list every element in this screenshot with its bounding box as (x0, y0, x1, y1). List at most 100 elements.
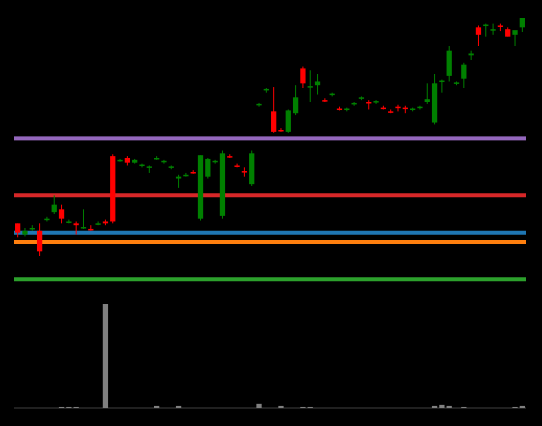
candle (351, 102, 357, 106)
candle-body (22, 230, 28, 235)
candle (278, 128, 284, 132)
candle (102, 219, 109, 226)
candle-body (358, 97, 365, 99)
candle (29, 225, 35, 231)
candle-body (29, 228, 35, 230)
candle-body (461, 64, 467, 79)
candle (153, 156, 160, 160)
candles (15, 18, 525, 256)
candle (395, 104, 401, 112)
candle-body (329, 93, 335, 96)
candle-body (256, 103, 262, 106)
candle (161, 159, 167, 164)
candle-body (497, 25, 504, 27)
candle-body (241, 171, 248, 173)
candle (344, 107, 350, 112)
volume-bar (461, 406, 467, 408)
candle-body (161, 160, 167, 163)
candle (431, 74, 438, 125)
candle (373, 100, 379, 104)
candle (15, 223, 21, 238)
candle-body (395, 106, 401, 109)
candle-body (205, 158, 211, 177)
candle (249, 150, 255, 186)
candle (190, 170, 196, 174)
candle (205, 158, 211, 179)
candle-body (388, 111, 394, 113)
candle (461, 62, 467, 88)
candle-body (124, 158, 131, 163)
candle-body (431, 83, 438, 123)
candle-body (110, 156, 116, 222)
volume-bar (256, 403, 262, 408)
candle (417, 105, 423, 110)
candle (219, 150, 226, 219)
candle (124, 156, 131, 166)
candle (475, 25, 482, 46)
candle-body (88, 228, 94, 231)
candle (314, 74, 321, 95)
candle (212, 159, 218, 164)
candle (409, 107, 416, 112)
candle-body (490, 29, 496, 31)
candle-body (512, 30, 518, 35)
candle-body (58, 209, 65, 219)
candle-body (139, 164, 145, 167)
candle-body (468, 53, 474, 56)
candle-body (373, 101, 379, 103)
candle (366, 100, 372, 110)
candle (132, 158, 138, 164)
candle (358, 96, 365, 101)
candle (490, 23, 496, 35)
candle-body (292, 97, 299, 114)
volume-bar (102, 304, 109, 408)
candle-body (73, 223, 79, 226)
candle-body (263, 88, 269, 91)
candle-body (344, 108, 350, 111)
candle (512, 30, 518, 46)
candle-body (102, 221, 109, 224)
candle (227, 154, 233, 158)
candle (88, 225, 94, 231)
candle (256, 102, 262, 107)
candle-body (439, 80, 445, 83)
candle-body (132, 159, 138, 163)
candle (146, 165, 152, 173)
candle (292, 85, 299, 116)
candle-body (36, 230, 43, 252)
candle-body (51, 204, 57, 213)
candle (168, 165, 174, 170)
volume-bar (73, 406, 79, 408)
candle-body (307, 86, 313, 88)
candle (80, 209, 87, 229)
candle (424, 83, 430, 104)
candle (446, 46, 452, 82)
candle-body (197, 155, 204, 219)
volume-bar (519, 405, 525, 408)
volume-bar (175, 405, 182, 408)
volume-bar (153, 405, 160, 408)
candle (468, 50, 474, 60)
candle (36, 223, 43, 256)
volume-bar (439, 404, 445, 408)
candle-body (446, 50, 452, 76)
candle (505, 27, 511, 37)
volume-bar (66, 406, 72, 408)
candle-body (322, 100, 328, 102)
candle-body (212, 160, 218, 163)
candle-body (190, 172, 196, 174)
volume-bar (307, 406, 313, 408)
volume-bar (512, 406, 518, 408)
candle-body (417, 106, 423, 109)
candle-body (175, 176, 182, 179)
candle-body (117, 159, 123, 162)
candle-body (336, 108, 343, 111)
candle (497, 23, 504, 32)
candle (241, 167, 248, 177)
candle-body (314, 81, 321, 86)
candle-body (168, 166, 174, 168)
candle (380, 105, 387, 110)
candle (388, 109, 394, 114)
candle (300, 66, 306, 88)
candle-body (249, 153, 255, 185)
